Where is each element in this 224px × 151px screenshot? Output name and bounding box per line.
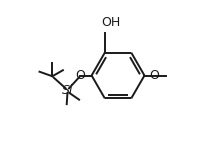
Text: O: O	[149, 69, 159, 82]
Text: OH: OH	[101, 16, 121, 29]
Text: O: O	[75, 69, 85, 82]
Text: Si: Si	[62, 84, 73, 97]
